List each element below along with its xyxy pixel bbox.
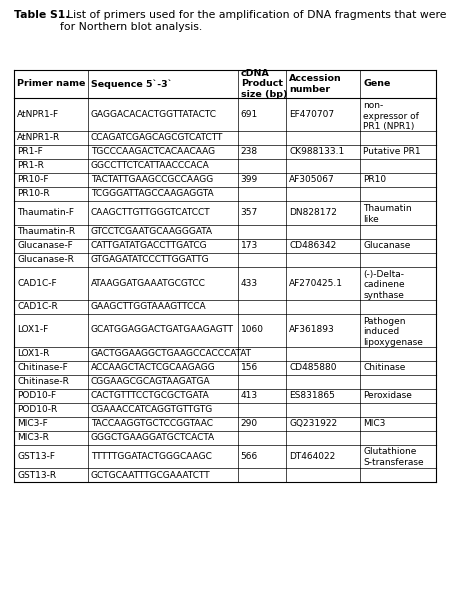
Text: LOX1-R: LOX1-R [17,349,50,358]
Text: PR10-R: PR10-R [17,190,50,199]
Text: LOX1-F: LOX1-F [17,325,48,335]
Text: GAGGACACACTGGTTATACTC: GAGGACACACTGGTTATACTC [91,110,217,119]
Text: Glucanase-F: Glucanase-F [17,241,73,250]
Text: CGGAAGCGCAGTAAGATGA: CGGAAGCGCAGTAAGATGA [91,377,211,386]
Text: 173: 173 [241,241,258,250]
Text: PR10: PR10 [363,175,386,185]
Text: GCATGGAGGACTGATGAAGAGTT: GCATGGAGGACTGATGAAGAGTT [91,325,234,335]
Text: GACTGGAAGGCTGAAGCCACCCATAT: GACTGGAAGGCTGAAGCCACCCATAT [91,349,252,358]
Text: 290: 290 [241,419,258,428]
Text: Glucanase: Glucanase [363,241,410,250]
Text: CAD1C-F: CAD1C-F [17,278,57,287]
Text: List of primers used for the amplification of DNA fragments that were used as pr: List of primers used for the amplificati… [60,10,450,32]
Text: Accession
number: Accession number [289,74,342,94]
Text: GQ231922: GQ231922 [289,419,338,428]
Text: AF305067: AF305067 [289,175,335,185]
Text: AtNPR1-F: AtNPR1-F [17,110,59,119]
Text: Pathogen
induced
lipoxygenase: Pathogen induced lipoxygenase [363,317,423,347]
Text: CK988133.1: CK988133.1 [289,148,344,157]
Text: Chitinase-R: Chitinase-R [17,377,69,386]
Text: Chitinase: Chitinase [363,363,405,372]
Text: Table S1.: Table S1. [14,10,69,20]
Text: Peroxidase: Peroxidase [363,391,412,400]
Text: Thaumatin
like: Thaumatin like [363,204,412,224]
Text: 413: 413 [241,391,258,400]
Text: 566: 566 [241,452,258,461]
Text: 156: 156 [241,363,258,372]
Text: Thaumatin-R: Thaumatin-R [17,227,75,236]
Text: CAAGCTTGTTGGGTCATCCT: CAAGCTTGTTGGGTCATCCT [91,208,211,217]
Text: (-)-Delta-
cadinene
synthase: (-)-Delta- cadinene synthase [363,269,405,300]
Text: AF270425.1: AF270425.1 [289,278,343,287]
Text: CATTGATATGACCTTGATCG: CATTGATATGACCTTGATCG [91,241,207,250]
Text: PR10-F: PR10-F [17,175,49,185]
Text: TACTATTGAAGCCGCCAAGG: TACTATTGAAGCCGCCAAGG [91,175,213,185]
Text: 399: 399 [241,175,258,185]
Text: AF361893: AF361893 [289,325,335,335]
Text: Sequence 5`-3`: Sequence 5`-3` [91,79,172,89]
Text: non-
expressor of
PR1 (NPR1): non- expressor of PR1 (NPR1) [363,101,419,131]
Text: GAAGCTTGGTAAAGTTCCA: GAAGCTTGGTAAAGTTCCA [91,302,207,311]
Text: MIC3-R: MIC3-R [17,433,49,442]
Text: DN828172: DN828172 [289,208,337,217]
Text: MIC3-F: MIC3-F [17,419,48,428]
Text: Glutathione
S-transferase: Glutathione S-transferase [363,448,423,467]
Text: CAD1C-R: CAD1C-R [17,302,58,311]
Text: GTGAGATATCCCTTGGATTG: GTGAGATATCCCTTGGATTG [91,255,209,264]
Text: TCGGGATTAGCCAAGAGGTA: TCGGGATTAGCCAAGAGGTA [91,190,213,199]
Text: Gene: Gene [363,79,391,88]
Text: GST13-R: GST13-R [17,470,56,479]
Text: Putative PR1: Putative PR1 [363,148,421,157]
Text: CACTGTTTCCTGCGCTGATA: CACTGTTTCCTGCGCTGATA [91,391,210,400]
Text: GTCCTCGAATGCAAGGGATA: GTCCTCGAATGCAAGGGATA [91,227,213,236]
Text: Primer name: Primer name [17,79,85,88]
Text: GST13-F: GST13-F [17,452,55,461]
Text: GGCCTTCTCATTAACCCACA: GGCCTTCTCATTAACCCACA [91,161,210,170]
Text: CCAGATCGAGCAGCGTCATCTT: CCAGATCGAGCAGCGTCATCTT [91,133,223,142]
Text: CD485880: CD485880 [289,363,337,372]
Text: CGAAACCATCAGGTGTTGTG: CGAAACCATCAGGTGTTGTG [91,405,213,414]
Text: TGCCCAAGACTCACAACAAG: TGCCCAAGACTCACAACAAG [91,148,215,157]
Text: MIC3: MIC3 [363,419,385,428]
Text: GCTGCAATTTGCGAAATCTT: GCTGCAATTTGCGAAATCTT [91,470,211,479]
Text: CD486342: CD486342 [289,241,337,250]
Text: ATAAGGATGAAATGCGTCC: ATAAGGATGAAATGCGTCC [91,278,206,287]
Text: ACCAAGCTACTCGCAAGAGG: ACCAAGCTACTCGCAAGAGG [91,363,216,372]
Text: ES831865: ES831865 [289,391,335,400]
Text: DT464022: DT464022 [289,452,335,461]
Text: 691: 691 [241,110,258,119]
Text: cDNA
Product
size (bp): cDNA Product size (bp) [241,69,287,99]
Text: POD10-R: POD10-R [17,405,57,414]
Text: GGGCTGAAGGATGCTCACTA: GGGCTGAAGGATGCTCACTA [91,433,215,442]
Text: EF470707: EF470707 [289,110,334,119]
Text: AtNPR1-R: AtNPR1-R [17,133,60,142]
Text: TTTTTGGATACTGGGCAAGC: TTTTTGGATACTGGGCAAGC [91,452,212,461]
Text: 238: 238 [241,148,258,157]
Text: Thaumatin-F: Thaumatin-F [17,208,74,217]
Text: PR1-F: PR1-F [17,148,43,157]
Text: Chitinase-F: Chitinase-F [17,363,68,372]
Text: 433: 433 [241,278,258,287]
Text: 1060: 1060 [241,325,264,335]
Text: POD10-F: POD10-F [17,391,56,400]
Text: Glucanase-R: Glucanase-R [17,255,74,264]
Text: PR1-R: PR1-R [17,161,44,170]
Text: TACCAAGGTGCTCCGGTAAC: TACCAAGGTGCTCCGGTAAC [91,419,213,428]
Text: 357: 357 [241,208,258,217]
